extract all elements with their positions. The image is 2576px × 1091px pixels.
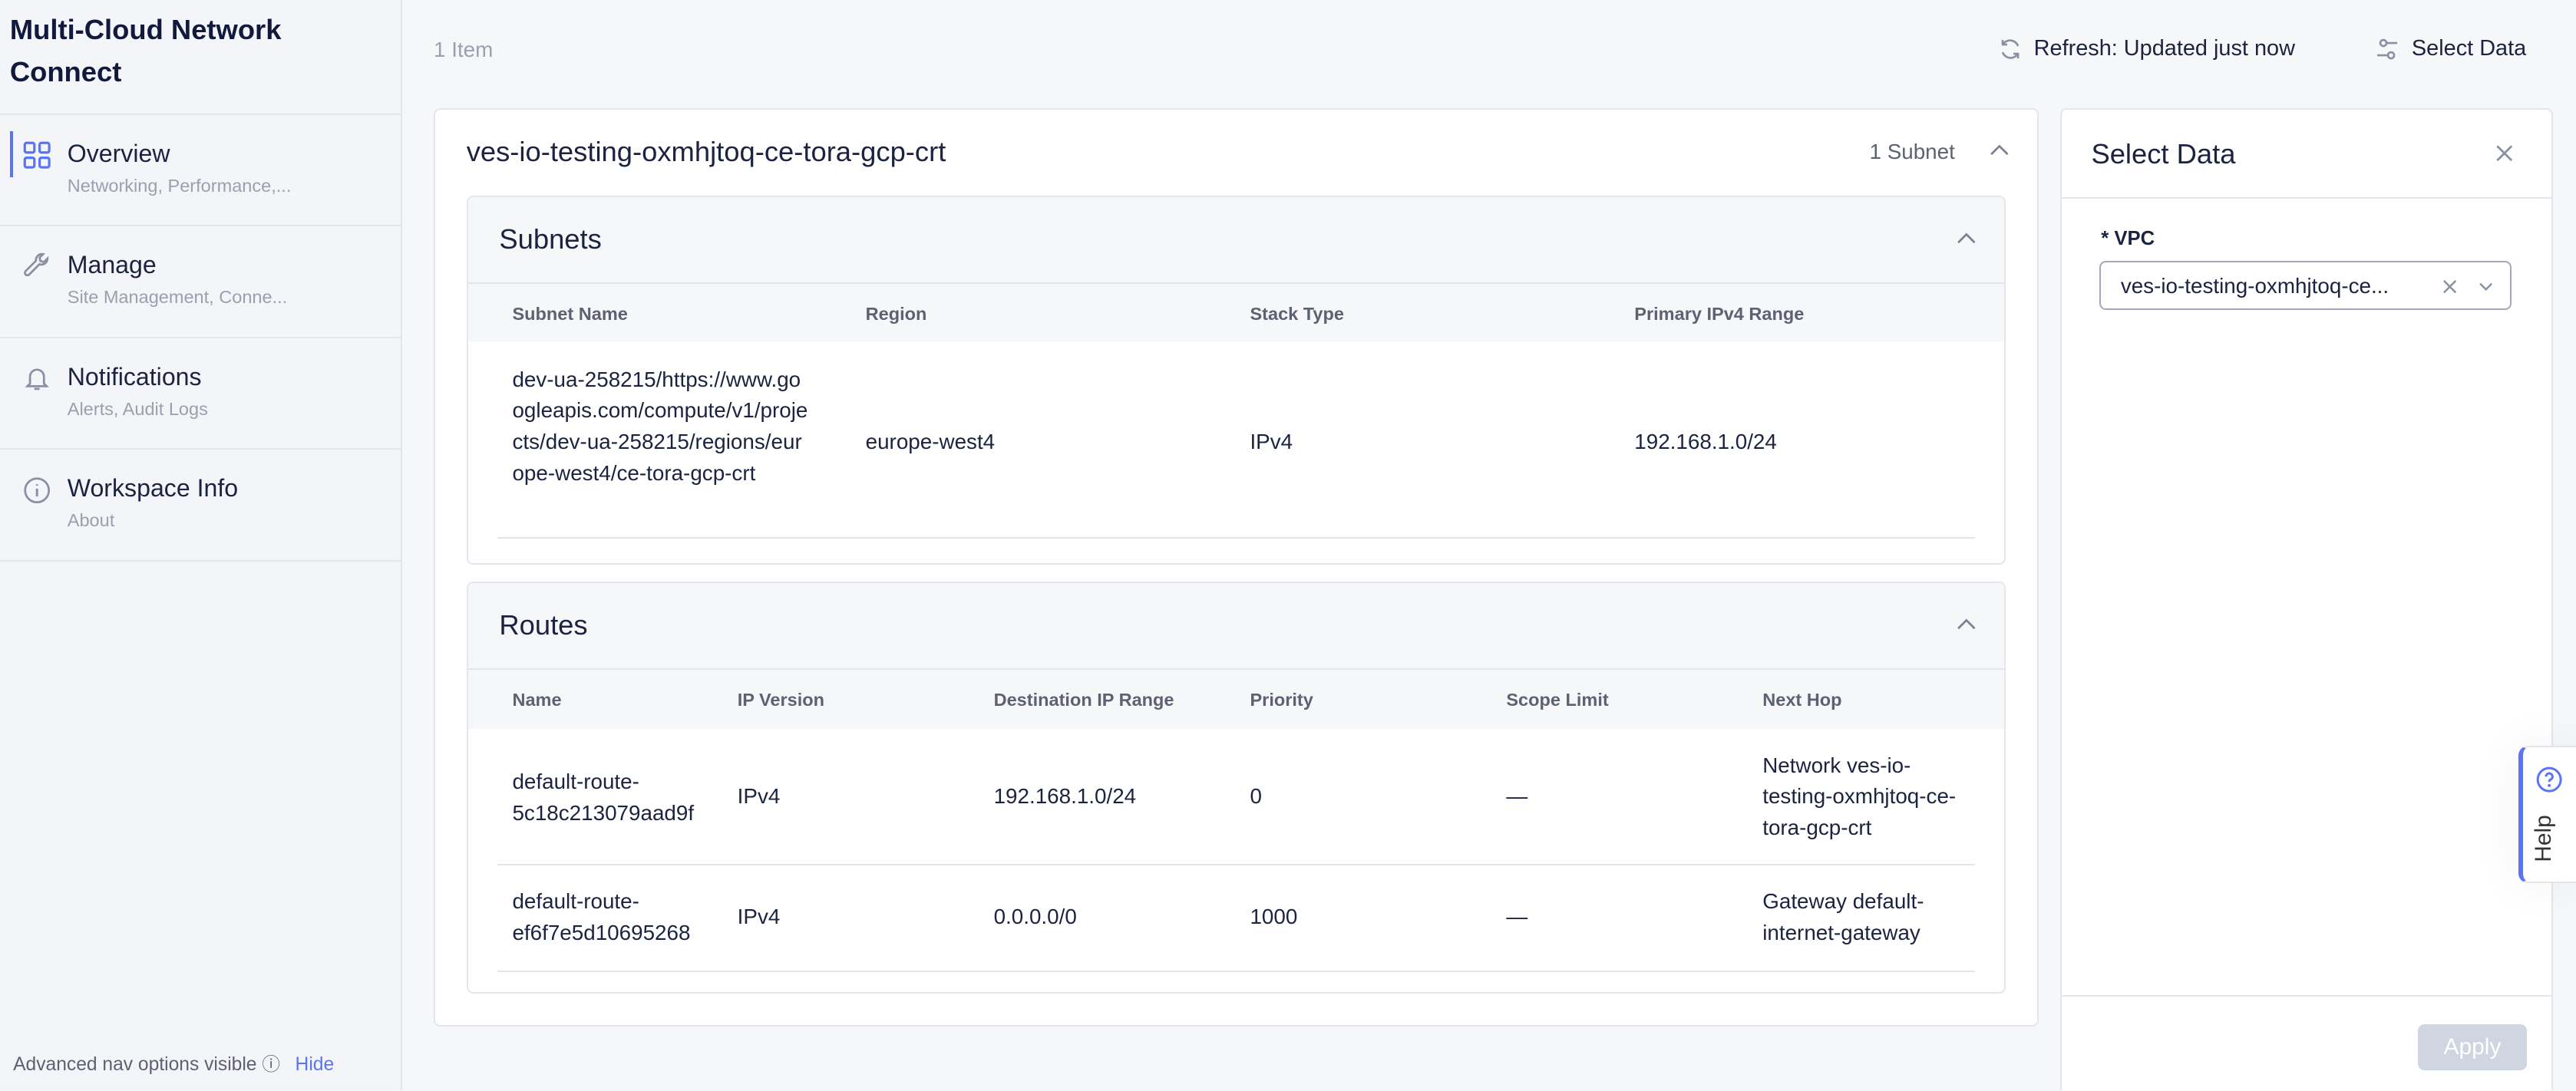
refresh-button[interactable]: Refresh: Updated just now — [1998, 36, 2295, 61]
table-row: default-route-5c18c213079aad9f IPv4 192.… — [497, 729, 1975, 865]
subnet-name: dev-ua-258215/https://www.googleapis.com… — [512, 367, 808, 485]
subnet-count: 1 Subnet — [1869, 139, 1955, 163]
sidebar-item-sub: Site Management, Conne... — [67, 287, 288, 308]
sliders-icon — [2376, 38, 2397, 59]
grid-icon — [23, 141, 51, 169]
panel-title: Select Data — [2091, 137, 2236, 170]
chevron-up-icon[interactable] — [1957, 229, 1977, 249]
item-count: 1 Item — [434, 38, 494, 62]
chevron-up-icon[interactable] — [1957, 615, 1977, 635]
routes-title: Routes — [499, 608, 588, 641]
subnets-title: Subnets — [499, 222, 602, 255]
route-next-hop: Gateway default-internet-gateway — [1762, 889, 1924, 945]
column-header: Destination IP Range — [993, 689, 1174, 710]
apply-button[interactable]: Apply — [2418, 1024, 2527, 1071]
close-icon[interactable] — [2495, 144, 2514, 163]
route-scope-limit: — — [1506, 904, 1528, 928]
column-header: Next Hop — [1762, 689, 1842, 710]
column-header: Scope Limit — [1506, 689, 1609, 710]
bell-icon — [25, 368, 49, 391]
help-tab[interactable]: Help — [2518, 745, 2576, 884]
route-destination: 0.0.0.0/0 — [993, 904, 1077, 928]
panel-footer-divider — [2061, 994, 2551, 997]
active-indicator — [9, 131, 14, 177]
vpc-select-value: ves-io-testing-oxmhjtoq-ce... — [2120, 274, 2389, 298]
question-icon — [2536, 767, 2562, 793]
column-header: Name — [512, 689, 562, 710]
route-ip-version: IPv4 — [737, 784, 781, 809]
select-data-panel: Select Data * VPC ves-io-testing-oxmhjto… — [2059, 108, 2553, 1091]
subnets-panel: Subnets Subnet Name Region Stack Type Pr… — [466, 195, 2006, 565]
chevron-down-icon[interactable] — [2479, 281, 2493, 292]
route-priority: 0 — [1250, 784, 1262, 809]
info-icon — [24, 476, 50, 503]
route-next-hop: Network ves-io-testing-oxmhjtoq-ce-tora-… — [1762, 753, 1957, 840]
info-icon: ⓘ — [262, 1053, 280, 1074]
chevron-up-icon[interactable] — [1990, 141, 2010, 161]
column-header: Priority — [1250, 689, 1313, 710]
route-destination: 192.168.1.0/24 — [993, 784, 1137, 809]
sidebar-item-sub: Alerts, Audit Logs — [67, 398, 208, 419]
route-scope-limit: — — [1506, 784, 1528, 809]
vpc-card: ves-io-testing-oxmhjtoq-ce-tora-gcp-crt … — [434, 108, 2039, 1027]
subnets-header[interactable]: Subnets — [467, 196, 2005, 284]
sidebar-item-manage[interactable]: Manage Site Management, Conne... — [0, 225, 401, 337]
sidebar-item-overview[interactable]: Overview Networking, Performance,... — [0, 113, 401, 226]
sidebar-item-sub: Networking, Performance,... — [67, 175, 292, 196]
refresh-label: Refresh: Updated just now — [2033, 36, 2295, 61]
select-data-button[interactable]: Select Data — [2376, 36, 2526, 61]
sidebar-item-sub: About — [67, 510, 115, 531]
route-name: default-route-ef6f7e5d10695268 — [512, 889, 691, 945]
panel-header: Select Data — [2061, 110, 2551, 199]
vpc-label: * VPC — [2101, 228, 2155, 250]
help-label: Help — [2530, 815, 2556, 863]
sidebar-item-label: Workspace Info — [67, 474, 239, 503]
routes-panel: Routes Name IP Version Destination IP Ra… — [466, 581, 2006, 994]
sidebar-item-notifications[interactable]: Notifications Alerts, Audit Logs — [0, 336, 401, 449]
route-name: default-route-5c18c213079aad9f — [512, 770, 695, 825]
sidebar-item-label: Notifications — [67, 362, 202, 391]
app-title: Multi-Cloud Network Connect — [9, 13, 282, 88]
column-header: Stack Type — [1250, 303, 1344, 324]
subnets-table-header: Subnet Name Region Stack Type Primary IP… — [467, 283, 2005, 341]
routes-table-header: Name IP Version Destination IP Range Pri… — [467, 669, 2005, 729]
refresh-icon — [2001, 38, 2019, 59]
sidebar-item-workspace-info[interactable]: Workspace Info About — [0, 448, 401, 562]
clear-icon[interactable] — [2442, 279, 2457, 294]
sidebar: Multi-Cloud Network Connect Overview Net… — [0, 0, 403, 1091]
route-priority: 1000 — [1250, 904, 1298, 928]
wrench-icon — [24, 253, 49, 277]
hide-link[interactable]: Hide — [295, 1053, 335, 1075]
select-data-label: Select Data — [2411, 36, 2527, 61]
sidebar-item-label: Manage — [67, 251, 157, 279]
routes-header[interactable]: Routes — [467, 582, 2005, 670]
route-ip-version: IPv4 — [737, 904, 781, 928]
subnet-region: europe-west4 — [865, 430, 996, 454]
table-row: default-route-ef6f7e5d10695268 IPv4 0.0.… — [497, 865, 1975, 972]
table-row: dev-ua-258215/https://www.googleapis.com… — [497, 341, 1975, 539]
column-header: Subnet Name — [512, 303, 628, 324]
column-header: IP Version — [737, 689, 825, 710]
vpc-title: ves-io-testing-oxmhjtoq-ce-tora-gcp-crt — [466, 136, 946, 168]
subnet-stack-type: IPv4 — [1250, 430, 1293, 454]
sidebar-item-label: Overview — [67, 139, 170, 167]
advanced-nav-text: Advanced nav options visible — [13, 1053, 257, 1075]
vpc-select[interactable]: ves-io-testing-oxmhjtoq-ce... — [2099, 261, 2512, 311]
advanced-nav-footer: Advanced nav options visible ⓘ Hide — [13, 1050, 334, 1076]
column-header: Region — [865, 303, 927, 324]
subnet-range: 192.168.1.0/24 — [1634, 430, 1777, 454]
column-header: Primary IPv4 Range — [1634, 303, 1805, 324]
